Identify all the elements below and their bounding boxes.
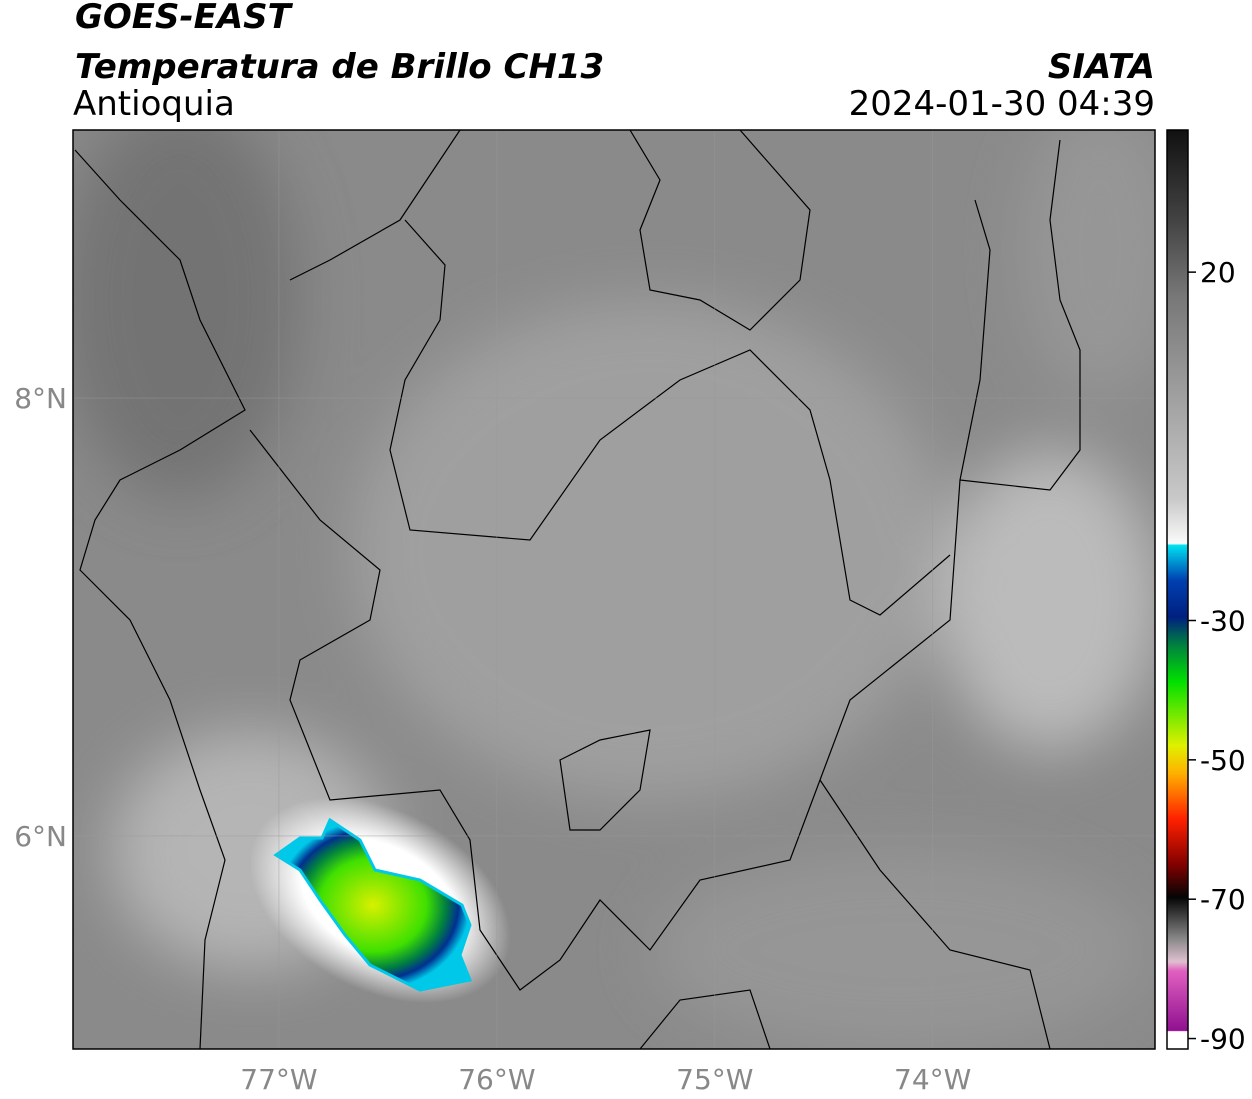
- map-frame: [72, 129, 1156, 1050]
- colorbar-tick-label: 20: [1200, 256, 1236, 289]
- source: SIATA: [1048, 47, 1155, 87]
- x-tick-label: 76°W: [458, 1063, 535, 1096]
- map-image: [73, 130, 1155, 1049]
- x-tick-label: 74°W: [894, 1063, 971, 1096]
- colorbar-tick-label: -90: [1200, 1023, 1246, 1056]
- title: GOES-EAST: [75, 0, 294, 37]
- colorbar-tick-label: -30: [1200, 605, 1246, 638]
- subtitle: Temperatura de Brillo CH13: [75, 47, 604, 87]
- graticule: [73, 130, 1155, 1049]
- y-tick-label: 6°N: [14, 820, 67, 853]
- y-tick-label: 8°N: [14, 382, 67, 415]
- timestamp: 2024-01-30 04:39: [849, 84, 1155, 124]
- region: Antioquia: [73, 84, 235, 124]
- colorbar-tick-label: -70: [1200, 883, 1246, 916]
- x-tick-label: 77°W: [240, 1063, 317, 1096]
- x-tick-label: 75°W: [676, 1063, 753, 1096]
- colorbar-tick-label: -50: [1200, 744, 1246, 777]
- colorbar: [1166, 129, 1189, 1050]
